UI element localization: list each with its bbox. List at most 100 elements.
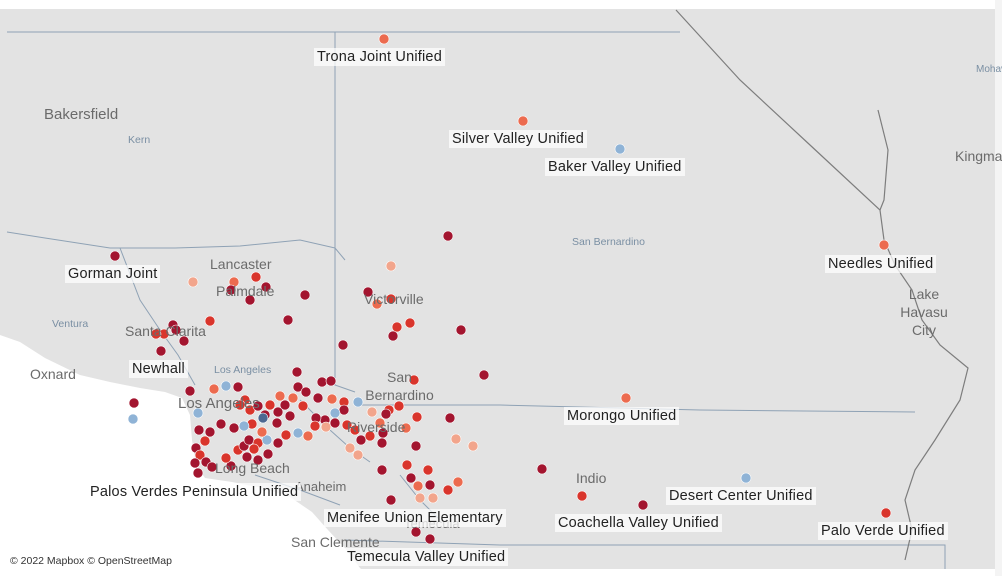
district-dot[interactable] bbox=[325, 375, 337, 387]
district-dot[interactable] bbox=[517, 115, 529, 127]
district-dot[interactable] bbox=[189, 457, 201, 469]
district-dot[interactable] bbox=[292, 427, 304, 439]
district-dot[interactable] bbox=[355, 434, 367, 446]
district-dot[interactable] bbox=[220, 380, 232, 392]
map-attribution[interactable]: © 2022 Mapbox © OpenStreetMap bbox=[8, 555, 174, 567]
district-dot[interactable] bbox=[424, 479, 436, 491]
district-dot[interactable] bbox=[478, 369, 490, 381]
district-dot[interactable] bbox=[260, 281, 272, 293]
district-dot[interactable] bbox=[412, 480, 424, 492]
district-dot[interactable] bbox=[326, 393, 338, 405]
district-dot[interactable] bbox=[385, 494, 397, 506]
district-dot[interactable] bbox=[204, 426, 216, 438]
district-dot[interactable] bbox=[204, 315, 216, 327]
district-dot[interactable] bbox=[284, 410, 296, 422]
district-dot[interactable] bbox=[450, 433, 462, 445]
district-dot[interactable] bbox=[309, 420, 321, 432]
district-dot[interactable] bbox=[614, 143, 626, 155]
district-dot[interactable] bbox=[349, 424, 361, 436]
district-dot[interactable] bbox=[272, 406, 284, 418]
district-dot[interactable] bbox=[387, 330, 399, 342]
district-dot[interactable] bbox=[252, 400, 264, 412]
district-dot[interactable] bbox=[272, 437, 284, 449]
district-dot[interactable] bbox=[341, 419, 353, 431]
district-dot[interactable] bbox=[452, 476, 464, 488]
district-dot[interactable] bbox=[302, 430, 314, 442]
district-dot[interactable] bbox=[740, 472, 752, 484]
district-dot[interactable] bbox=[225, 460, 237, 472]
district-dot[interactable] bbox=[405, 472, 417, 484]
district-dot[interactable] bbox=[455, 324, 467, 336]
district-dot[interactable] bbox=[410, 526, 422, 538]
district-dot[interactable] bbox=[109, 250, 121, 262]
district-dot[interactable] bbox=[316, 376, 328, 388]
district-dot[interactable] bbox=[878, 239, 890, 251]
district-dot[interactable] bbox=[244, 294, 256, 306]
district-dot[interactable] bbox=[170, 324, 182, 336]
district-dot[interactable] bbox=[291, 366, 303, 378]
district-dot[interactable] bbox=[225, 284, 237, 296]
district-dot[interactable] bbox=[378, 33, 390, 45]
district-dot[interactable] bbox=[410, 440, 422, 452]
district-dot[interactable] bbox=[376, 437, 388, 449]
district-dot[interactable] bbox=[637, 499, 649, 511]
district-dot[interactable] bbox=[178, 335, 190, 347]
district-dot[interactable] bbox=[880, 507, 892, 519]
district-dot[interactable] bbox=[274, 390, 286, 402]
district-dot[interactable] bbox=[299, 289, 311, 301]
district-dot[interactable] bbox=[364, 430, 376, 442]
district-dot[interactable] bbox=[467, 440, 479, 452]
district-dot[interactable] bbox=[228, 422, 240, 434]
district-dot[interactable] bbox=[241, 451, 253, 463]
district-dot[interactable] bbox=[352, 449, 364, 461]
district-dot[interactable] bbox=[422, 464, 434, 476]
district-dot[interactable] bbox=[280, 429, 292, 441]
district-dot[interactable] bbox=[238, 420, 250, 432]
district-dot[interactable] bbox=[427, 492, 439, 504]
district-dot[interactable] bbox=[193, 424, 205, 436]
district-dot[interactable] bbox=[187, 276, 199, 288]
district-dot[interactable] bbox=[329, 417, 341, 429]
district-dot[interactable] bbox=[414, 492, 426, 504]
district-dot[interactable] bbox=[411, 411, 423, 423]
district-dot[interactable] bbox=[620, 392, 632, 404]
district-dot[interactable] bbox=[194, 449, 206, 461]
district-dot[interactable] bbox=[192, 407, 204, 419]
district-dot[interactable] bbox=[344, 442, 356, 454]
district-dot[interactable] bbox=[329, 407, 341, 419]
district-dot[interactable] bbox=[184, 385, 196, 397]
district-dot[interactable] bbox=[271, 417, 283, 429]
district-dot[interactable] bbox=[282, 314, 294, 326]
district-dot[interactable] bbox=[206, 461, 218, 473]
district-dot[interactable] bbox=[192, 467, 204, 479]
district-dot[interactable] bbox=[215, 418, 227, 430]
district-dot[interactable] bbox=[279, 399, 291, 411]
district-dot[interactable] bbox=[376, 464, 388, 476]
district-dot[interactable] bbox=[128, 397, 140, 409]
district-dot[interactable] bbox=[155, 345, 167, 357]
district-dot[interactable] bbox=[312, 392, 324, 404]
district-dot[interactable] bbox=[374, 417, 386, 429]
district-dot[interactable] bbox=[248, 443, 260, 455]
district-dot[interactable] bbox=[393, 400, 405, 412]
district-dot[interactable] bbox=[338, 404, 350, 416]
district-dot[interactable] bbox=[404, 317, 416, 329]
district-dot[interactable] bbox=[352, 396, 364, 408]
district-dot[interactable] bbox=[262, 448, 274, 460]
district-dot[interactable] bbox=[243, 434, 255, 446]
district-dot[interactable] bbox=[362, 286, 374, 298]
district-dot[interactable] bbox=[442, 484, 454, 496]
district-dot[interactable] bbox=[127, 413, 139, 425]
district-dot[interactable] bbox=[371, 298, 383, 310]
district-dot[interactable] bbox=[234, 399, 246, 411]
district-dot[interactable] bbox=[408, 374, 420, 386]
district-dot[interactable] bbox=[444, 412, 456, 424]
district-dot[interactable] bbox=[220, 452, 232, 464]
district-dot[interactable] bbox=[424, 533, 436, 545]
district-dot[interactable] bbox=[292, 381, 304, 393]
district-dot[interactable] bbox=[391, 321, 403, 333]
district-dot[interactable] bbox=[208, 383, 220, 395]
district-dot[interactable] bbox=[199, 435, 211, 447]
district-dot[interactable] bbox=[400, 422, 412, 434]
district-dot[interactable] bbox=[297, 400, 309, 412]
